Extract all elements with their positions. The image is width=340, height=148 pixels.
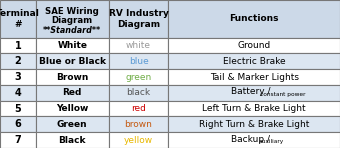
Text: 2: 2: [15, 56, 21, 66]
Text: Right Turn & Brake Light: Right Turn & Brake Light: [199, 120, 309, 129]
Text: Yellow: Yellow: [56, 104, 88, 113]
Text: Backup /: Backup /: [231, 135, 270, 144]
Text: 7: 7: [15, 135, 21, 145]
Bar: [36, 85, 109, 101]
Bar: [0, 38, 36, 53]
Bar: [0, 116, 36, 132]
Text: RV Industry
Diagram: RV Industry Diagram: [108, 9, 169, 29]
Text: Functions: Functions: [230, 14, 279, 23]
Bar: [109, 38, 168, 53]
Bar: [0, 101, 36, 116]
Text: SAE Wiring: SAE Wiring: [45, 7, 99, 16]
Bar: [36, 132, 109, 148]
Bar: [109, 132, 168, 148]
Text: Electric Brake: Electric Brake: [223, 57, 286, 66]
Text: Ground: Ground: [238, 41, 271, 50]
Text: Blue or Black: Blue or Black: [39, 57, 106, 66]
Bar: [109, 85, 168, 101]
Bar: [168, 38, 340, 53]
Text: white: white: [126, 41, 151, 50]
Bar: [36, 101, 109, 116]
Text: 1: 1: [15, 41, 21, 51]
Text: green: green: [125, 73, 152, 82]
Bar: [168, 53, 340, 69]
Bar: [36, 0, 109, 38]
Bar: [109, 69, 168, 85]
Text: yellow: yellow: [124, 136, 153, 145]
Bar: [168, 101, 340, 116]
Text: Brown: Brown: [56, 73, 88, 82]
Bar: [109, 0, 168, 38]
Text: Red: Red: [63, 88, 82, 97]
Bar: [0, 69, 36, 85]
Bar: [36, 53, 109, 69]
Text: Tail & Marker Lights: Tail & Marker Lights: [210, 73, 299, 82]
Bar: [109, 101, 168, 116]
Bar: [168, 0, 340, 38]
Text: red: red: [131, 104, 146, 113]
Text: Black: Black: [58, 136, 86, 145]
Bar: [36, 69, 109, 85]
Bar: [36, 116, 109, 132]
Text: black: black: [126, 88, 151, 97]
Bar: [168, 116, 340, 132]
Text: blue: blue: [129, 57, 149, 66]
Bar: [109, 53, 168, 69]
Bar: [168, 69, 340, 85]
Text: Terminal
#: Terminal #: [0, 9, 40, 29]
Text: 6: 6: [15, 119, 21, 129]
Text: auxiliary: auxiliary: [259, 139, 284, 144]
Text: 4: 4: [15, 88, 21, 98]
Text: Diagram: Diagram: [52, 16, 93, 25]
Text: 5: 5: [15, 104, 21, 114]
Bar: [0, 0, 36, 38]
Text: constant power: constant power: [260, 92, 305, 96]
Bar: [168, 132, 340, 148]
Text: **Standard**: **Standard**: [43, 26, 101, 35]
Text: Battery /: Battery /: [231, 87, 271, 96]
Bar: [0, 53, 36, 69]
Text: 3: 3: [15, 72, 21, 82]
Bar: [36, 38, 109, 53]
Text: White: White: [57, 41, 87, 50]
Text: Green: Green: [57, 120, 88, 129]
Bar: [168, 85, 340, 101]
Bar: [109, 116, 168, 132]
Text: Left Turn & Brake Light: Left Turn & Brake Light: [202, 104, 306, 113]
Bar: [0, 85, 36, 101]
Bar: [0, 132, 36, 148]
Text: brown: brown: [125, 120, 152, 129]
